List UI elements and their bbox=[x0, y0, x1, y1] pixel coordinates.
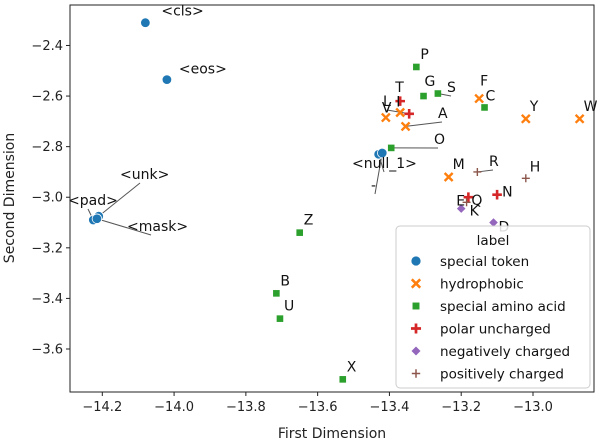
legend-box bbox=[395, 225, 591, 389]
point-special-amino-acid-u bbox=[276, 315, 284, 322]
x-tick-label: −13.0 bbox=[513, 400, 553, 415]
point-positively-charged-h bbox=[521, 174, 530, 183]
label-connector bbox=[374, 152, 383, 195]
point-hydrophobic-v bbox=[380, 112, 391, 123]
point-polar-uncharged-l bbox=[404, 108, 414, 119]
point-label-z: Z bbox=[304, 213, 314, 229]
point-hydrophobic-m bbox=[443, 172, 454, 182]
point-special-amino-acid-x bbox=[339, 376, 347, 383]
point-special-amino-acid-z bbox=[296, 229, 303, 236]
point-label-l: L bbox=[383, 94, 391, 110]
point-label-pad: <pad> bbox=[68, 193, 118, 209]
point-label-y: Y bbox=[529, 99, 539, 115]
point-label-q: Q bbox=[471, 193, 482, 209]
legend-marker-special-token bbox=[410, 255, 422, 267]
point-label-t: T bbox=[394, 80, 404, 96]
point-special-token-mask bbox=[91, 213, 103, 224]
x-tick-label: −14.0 bbox=[154, 400, 194, 415]
label-connector bbox=[98, 182, 141, 217]
point-label-x: X bbox=[347, 359, 357, 375]
legend-entry-positively-charged: positively charged bbox=[440, 367, 564, 383]
point-special-amino-acid-g bbox=[420, 92, 427, 100]
label-connector bbox=[96, 218, 152, 236]
point-hydrophobic-a bbox=[400, 121, 411, 132]
point-label-m: M bbox=[453, 157, 465, 173]
point-label-eos: <eos> bbox=[179, 62, 227, 78]
legend-entry-negatively-charged: negatively charged bbox=[440, 344, 570, 360]
x-axis-title: First Dimension bbox=[278, 426, 386, 440]
y-tick-label: −3.2 bbox=[31, 241, 63, 256]
point-label-c: C bbox=[486, 88, 496, 104]
legend-marker-negatively-charged bbox=[411, 346, 421, 356]
point-special-token-cls bbox=[140, 17, 151, 28]
point-label-unk: <unk> bbox=[120, 167, 169, 183]
point-label-mask: <mask> bbox=[127, 219, 188, 235]
point-positively-charged-k bbox=[462, 198, 471, 207]
point-hydrophobic-f bbox=[474, 93, 484, 104]
point-label-a: A bbox=[438, 106, 448, 122]
point-label-o: O bbox=[434, 132, 445, 148]
point-label-i: I bbox=[396, 95, 400, 111]
y-tick-label: −2.6 bbox=[31, 90, 63, 105]
x-tick-label: −13.4 bbox=[370, 400, 410, 415]
point-label-n: N bbox=[502, 185, 512, 201]
point-label-g: G bbox=[425, 74, 436, 90]
y-tick-label: −2.8 bbox=[31, 140, 63, 155]
legend-entry-hydrophobic: hydrophobic bbox=[440, 277, 524, 293]
y-tick-label: −3.0 bbox=[31, 191, 63, 206]
legend-entry-special-token: special token bbox=[440, 254, 529, 270]
point-polar-uncharged-t bbox=[395, 96, 405, 106]
plot-frame bbox=[69, 4, 595, 393]
y-tick-label: −3.6 bbox=[31, 343, 63, 358]
x-tick-label: −13.6 bbox=[298, 400, 338, 415]
x-tick-label: −13.8 bbox=[226, 400, 266, 415]
point-label-s: S bbox=[447, 80, 456, 96]
point-label-h: H bbox=[530, 159, 541, 175]
label-connector bbox=[405, 121, 443, 127]
point-special-amino-acid-b bbox=[273, 290, 280, 297]
point-label-w: W bbox=[584, 99, 598, 115]
legend-title: label bbox=[477, 233, 510, 249]
point-polar-uncharged-q bbox=[463, 192, 474, 203]
legend-marker-hydrophobic bbox=[410, 278, 422, 289]
legend-entry-polar-uncharged: polar uncharged bbox=[440, 322, 551, 338]
point-polar-uncharged-n bbox=[492, 189, 502, 200]
y-tick-label: −2.4 bbox=[31, 39, 63, 54]
point-label-v: V bbox=[382, 101, 392, 117]
point-negatively-charged-e bbox=[456, 204, 466, 213]
point-special-amino-acid-o bbox=[387, 144, 395, 152]
point-label-k: K bbox=[470, 203, 480, 219]
y-tick-label: −3.4 bbox=[31, 292, 63, 307]
point-label-cls: <cls> bbox=[161, 4, 203, 20]
y-axis-title: Second Dimension bbox=[2, 133, 18, 263]
legend-entry-special-amino-acid: special amino acid bbox=[440, 299, 566, 315]
point-special-token-dash bbox=[377, 147, 388, 159]
legend-marker-positively-charged bbox=[411, 369, 421, 378]
point-negatively-charged-d bbox=[489, 218, 498, 227]
point-label-r: R bbox=[489, 154, 499, 170]
point-label-b: B bbox=[280, 273, 290, 289]
legend-marker-special-amino-acid bbox=[412, 302, 420, 310]
point-label-f: F bbox=[480, 74, 488, 90]
point-special-token-eos bbox=[161, 74, 173, 85]
point-label-null-1: <null_1> bbox=[352, 156, 417, 172]
x-tick-label: −14.2 bbox=[82, 400, 122, 415]
point-special-amino-acid-s bbox=[434, 90, 442, 97]
point-label-e: E bbox=[456, 194, 465, 210]
point-label-u: U bbox=[284, 299, 294, 315]
point-label-p: P bbox=[420, 47, 428, 63]
point-hydrophobic-y bbox=[520, 113, 531, 124]
point-label-dash: - bbox=[371, 178, 376, 194]
point-special-amino-acid-p bbox=[413, 63, 420, 71]
point-special-amino-acid-c bbox=[481, 104, 488, 111]
point-hydrophobic-i bbox=[395, 107, 406, 118]
point-hydrophobic-w bbox=[574, 113, 585, 124]
point-positively-charged-r bbox=[473, 167, 482, 176]
x-tick-label: −13.2 bbox=[441, 400, 481, 415]
legend-marker-polar-uncharged bbox=[410, 323, 422, 334]
